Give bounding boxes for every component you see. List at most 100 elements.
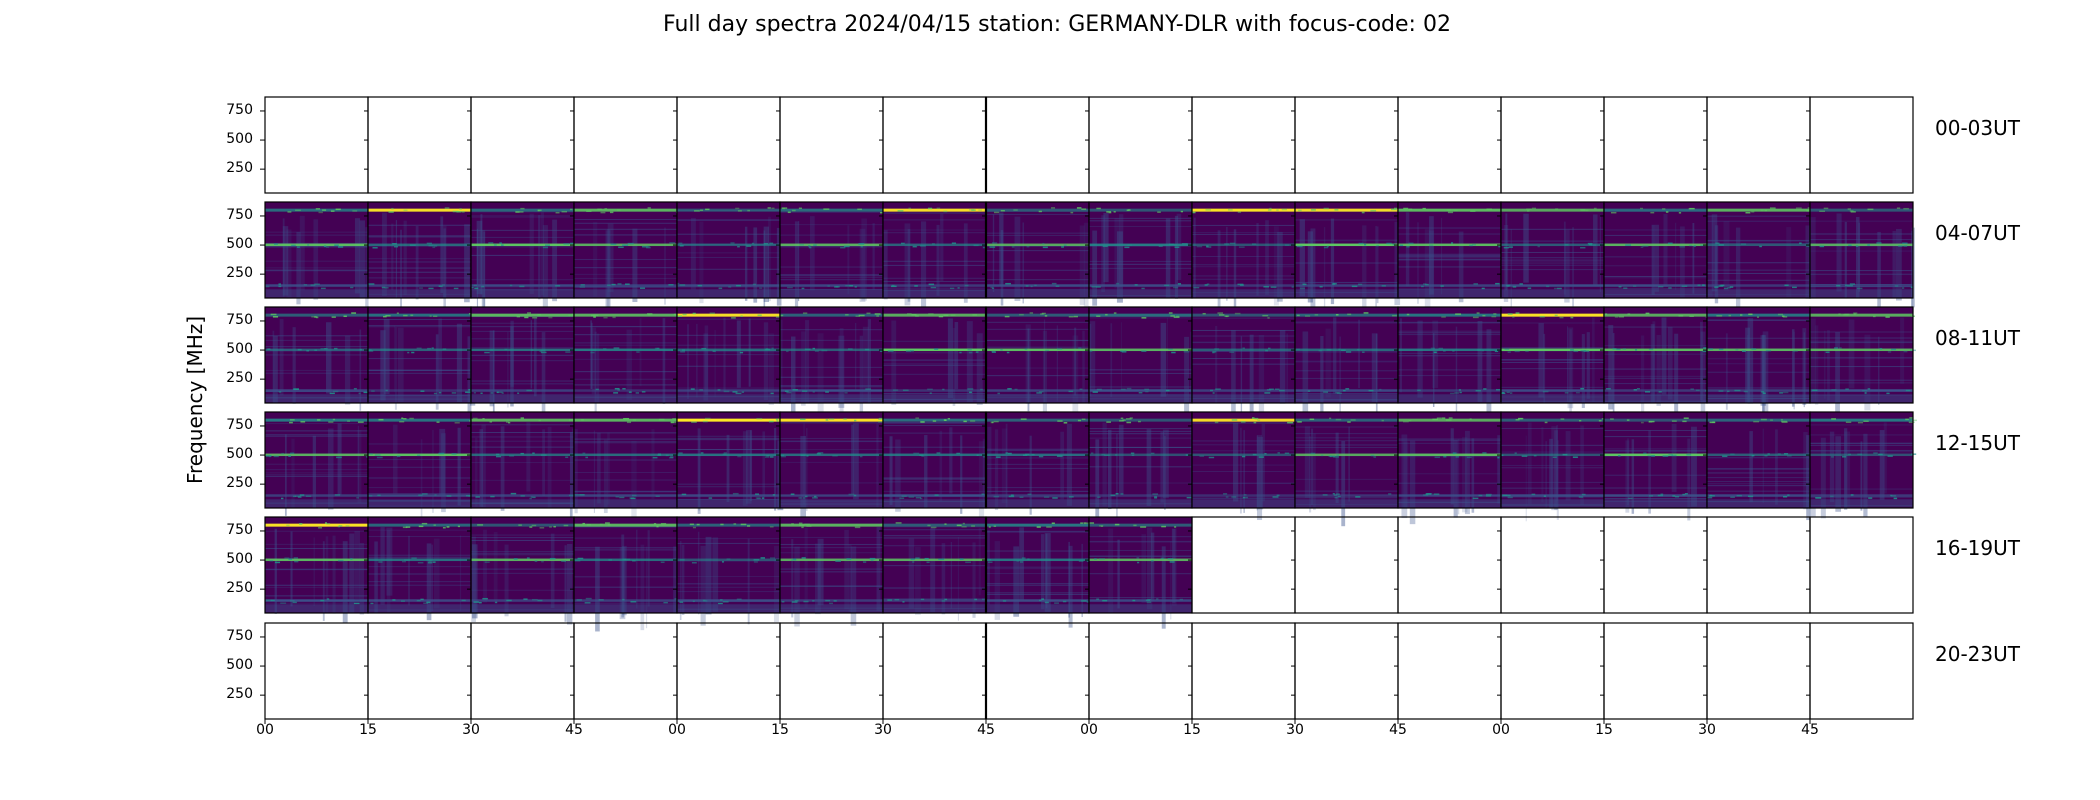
band-speckle (798, 522, 803, 525)
band-speckle (1209, 389, 1214, 392)
emission-band (574, 348, 677, 352)
band-speckle (1782, 316, 1788, 318)
band-speckle (410, 314, 414, 317)
band-speckle (669, 456, 674, 459)
spectrum-panel (882, 622, 987, 720)
panel-frame (1809, 306, 1914, 404)
emission-band (1707, 453, 1810, 457)
emission-band (1089, 243, 1192, 247)
spectrum-stripe (1803, 432, 1808, 510)
spectrum-panel (1191, 622, 1296, 720)
band-speckle (400, 600, 405, 602)
band-speckle (1580, 387, 1584, 390)
band-speckle (1452, 452, 1456, 455)
band-speckle (1173, 286, 1179, 289)
band-speckle (840, 246, 846, 249)
spectrum-line (780, 552, 883, 554)
band-speckle (318, 526, 323, 529)
spectrum-stripe (1523, 213, 1529, 283)
band-speckle (736, 598, 742, 601)
spectrum-line (677, 351, 780, 353)
spectrum-line (265, 423, 368, 425)
spectrum-stripe (664, 227, 666, 305)
band-speckle (1748, 313, 1753, 316)
spectrum-stripe (1362, 225, 1367, 310)
spectrum-line (1707, 239, 1810, 241)
spectrum-stripe (313, 537, 315, 607)
spectrum-line (1089, 217, 1192, 219)
spectrum-line (780, 398, 883, 400)
spectrum-panel (367, 201, 472, 309)
band-speckle (281, 452, 285, 455)
band-speckle (1136, 557, 1140, 559)
spectrum-line (986, 396, 1089, 398)
band-speckle (317, 419, 321, 421)
band-speckle (519, 211, 524, 213)
low-freq-noise (1501, 394, 1604, 403)
spectrum-line (368, 555, 471, 557)
spectrum-stripe (1150, 532, 1155, 602)
band-speckle (951, 242, 957, 244)
band-speckle (563, 524, 569, 527)
band-speckle (1481, 349, 1485, 352)
band-speckle (1751, 348, 1757, 350)
band-speckle (665, 454, 669, 457)
spectrum-line (574, 547, 677, 549)
band-speckle (1867, 244, 1870, 246)
spectrum-stripe (930, 527, 936, 613)
spectrum-stripe (1525, 435, 1527, 522)
band-speckle (1319, 285, 1323, 288)
band-speckle (865, 388, 871, 390)
spectrum-line (368, 536, 471, 538)
band-speckle (1068, 316, 1074, 318)
y-tick-label: 750 (226, 311, 253, 328)
band-speckle (876, 315, 879, 317)
spectrum-line (471, 229, 574, 231)
band-speckle (1857, 421, 1864, 424)
band-speckle (280, 497, 284, 500)
band-speckle (1745, 211, 1751, 214)
band-speckle (1417, 389, 1421, 392)
band-speckle (858, 314, 865, 317)
band-speckle (456, 211, 462, 213)
spectrum-line (368, 581, 471, 583)
band-speckle (496, 391, 503, 394)
spectrum-line (368, 372, 471, 374)
band-speckle (1284, 452, 1290, 455)
band-speckle (1054, 602, 1059, 604)
spectrum-line (471, 572, 574, 574)
spectrum-line (1192, 482, 1295, 484)
low-freq-noise (677, 604, 780, 613)
spectrum-line (780, 568, 883, 570)
spectrum-stripe (1563, 221, 1566, 295)
spectrum-line (1089, 430, 1192, 432)
spectrum-line (1810, 273, 1913, 275)
spectrum-line (574, 326, 677, 328)
spectrum-stripe (742, 431, 748, 506)
band-speckle (561, 210, 568, 213)
low-freq-noise (1604, 499, 1707, 508)
spectrum-line (677, 438, 780, 440)
spectrum-panel (1294, 96, 1399, 194)
spectrum-stripe (1424, 229, 1431, 315)
spectrum-line (471, 360, 574, 362)
spectrum-line (780, 543, 883, 545)
spectrum-stripe (483, 231, 486, 310)
emission-band (574, 523, 677, 527)
band-speckle (520, 207, 525, 210)
spectrum-stripe (1641, 335, 1645, 421)
band-speckle (290, 452, 295, 455)
band-speckle (523, 598, 528, 600)
spectrum-line (368, 370, 471, 372)
spectrum-stripe (1723, 221, 1730, 291)
spectrum-panel (1088, 411, 1196, 522)
x-tick-label: 45 (565, 722, 583, 738)
band-speckle (915, 417, 920, 419)
spectrum-line (1604, 498, 1707, 500)
band-speckle (924, 557, 929, 560)
band-speckle (1284, 244, 1290, 246)
band-speckle (539, 527, 545, 529)
spectrum-line (677, 538, 780, 540)
emission-band (1604, 494, 1707, 497)
emission-band (1707, 348, 1810, 352)
